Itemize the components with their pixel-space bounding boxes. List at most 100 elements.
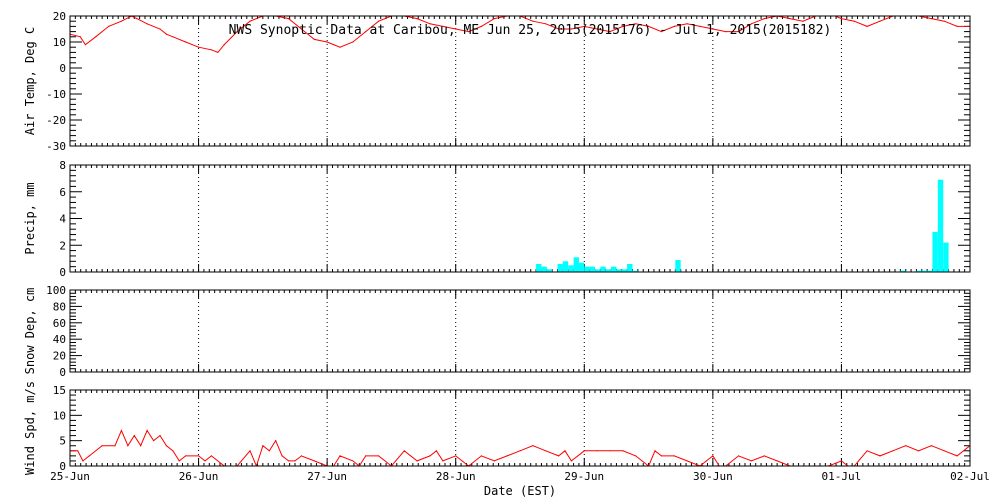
data-point xyxy=(596,450,598,452)
data-point xyxy=(917,450,920,452)
data-point xyxy=(159,435,161,437)
data-point xyxy=(750,23,753,25)
data-point xyxy=(840,460,843,462)
y-tick-label: 20 xyxy=(53,10,66,23)
data-point xyxy=(172,450,174,452)
data-point xyxy=(120,20,123,22)
data-point xyxy=(210,49,213,51)
precip-bar xyxy=(616,269,622,272)
data-point xyxy=(840,18,843,20)
y-tick-label: 0 xyxy=(59,266,66,279)
data-point xyxy=(635,455,637,457)
data-point xyxy=(712,28,714,30)
data-point xyxy=(185,41,187,43)
data-layer xyxy=(536,179,949,272)
precip-bar xyxy=(927,270,933,272)
data-point xyxy=(416,18,418,20)
data-point xyxy=(905,445,907,447)
y-axis-label: Air Temp, Deg C xyxy=(23,27,37,135)
data-point xyxy=(480,25,483,27)
precip-bar xyxy=(932,231,938,272)
data-point xyxy=(802,20,804,22)
panel-frame xyxy=(69,164,971,273)
data-point xyxy=(146,23,148,25)
panel-frame xyxy=(69,15,971,147)
data-point xyxy=(545,450,547,452)
data-point xyxy=(377,20,380,22)
precip-bar xyxy=(589,266,596,272)
data-point xyxy=(686,23,688,25)
data-point xyxy=(204,460,206,462)
x-tick-label: 30-Jun xyxy=(693,470,733,483)
data-point xyxy=(660,455,663,457)
precip-bar xyxy=(605,269,612,272)
data-point xyxy=(570,460,573,462)
data-point xyxy=(943,20,945,22)
panel-frame xyxy=(69,289,971,373)
y-tick-label: 10 xyxy=(53,409,66,422)
panel-1: -30 -20 -10 0 10 20 Air Temp, Deg C xyxy=(23,10,971,153)
precip-bar xyxy=(627,263,633,272)
data-point xyxy=(429,455,431,457)
data-point xyxy=(262,445,264,447)
data-point xyxy=(583,450,585,452)
data-point xyxy=(879,20,881,22)
data-point xyxy=(564,450,566,452)
precip-bar xyxy=(900,270,906,272)
data-point xyxy=(352,41,354,43)
data-point xyxy=(197,455,200,457)
data-point xyxy=(210,455,213,457)
precip-bar xyxy=(937,179,944,272)
precip-bar xyxy=(557,263,563,272)
data-point xyxy=(217,51,219,54)
data-point xyxy=(403,450,405,452)
data-point xyxy=(557,28,560,30)
chart-title: NWS Synoptic Data at Caribou, ME Jun 25,… xyxy=(229,23,832,38)
data-point xyxy=(737,455,740,457)
precip-bar xyxy=(546,269,553,272)
data-layer xyxy=(70,429,970,466)
data-point xyxy=(107,25,110,27)
data-point xyxy=(442,25,444,27)
data-point xyxy=(79,36,81,38)
y-tick-label: 5 xyxy=(59,435,66,448)
data-point xyxy=(930,445,933,447)
data-point xyxy=(377,455,380,457)
data-point xyxy=(365,31,367,33)
data-point xyxy=(339,455,341,457)
data-point xyxy=(570,28,573,30)
data-point xyxy=(609,450,611,452)
data-point xyxy=(622,450,624,452)
data-point xyxy=(281,455,283,457)
data-point xyxy=(435,450,438,452)
data-point xyxy=(853,20,855,22)
data-point xyxy=(365,455,367,457)
data-point xyxy=(545,23,547,25)
data-point xyxy=(930,18,933,20)
precip-bar xyxy=(621,269,628,272)
y-tick-label: 40 xyxy=(53,333,66,346)
data-point xyxy=(140,445,142,447)
x-tick-label: 26-Jun xyxy=(179,470,219,483)
precip-bar xyxy=(584,266,590,272)
data-point xyxy=(326,41,328,43)
data-point xyxy=(352,460,354,462)
data-point xyxy=(197,46,200,48)
data-point xyxy=(673,455,675,457)
y-tick-label: -20 xyxy=(46,114,66,127)
data-point xyxy=(686,460,688,462)
y-axis-label: Snow Dep, cm xyxy=(23,288,37,375)
data-point xyxy=(789,18,791,20)
data-point xyxy=(287,460,290,462)
panel-4: 0 5 10 15 Wind Spd, m/s xyxy=(23,381,971,475)
x-tick-label: 01-Jul xyxy=(822,470,862,483)
data-point xyxy=(660,31,663,33)
data-point xyxy=(583,25,585,27)
data-point xyxy=(416,460,418,462)
data-point xyxy=(879,455,881,457)
data-point xyxy=(532,445,534,447)
data-point xyxy=(467,31,470,33)
x-tick-label: 25-Jun xyxy=(50,470,90,483)
data-point xyxy=(673,25,675,27)
